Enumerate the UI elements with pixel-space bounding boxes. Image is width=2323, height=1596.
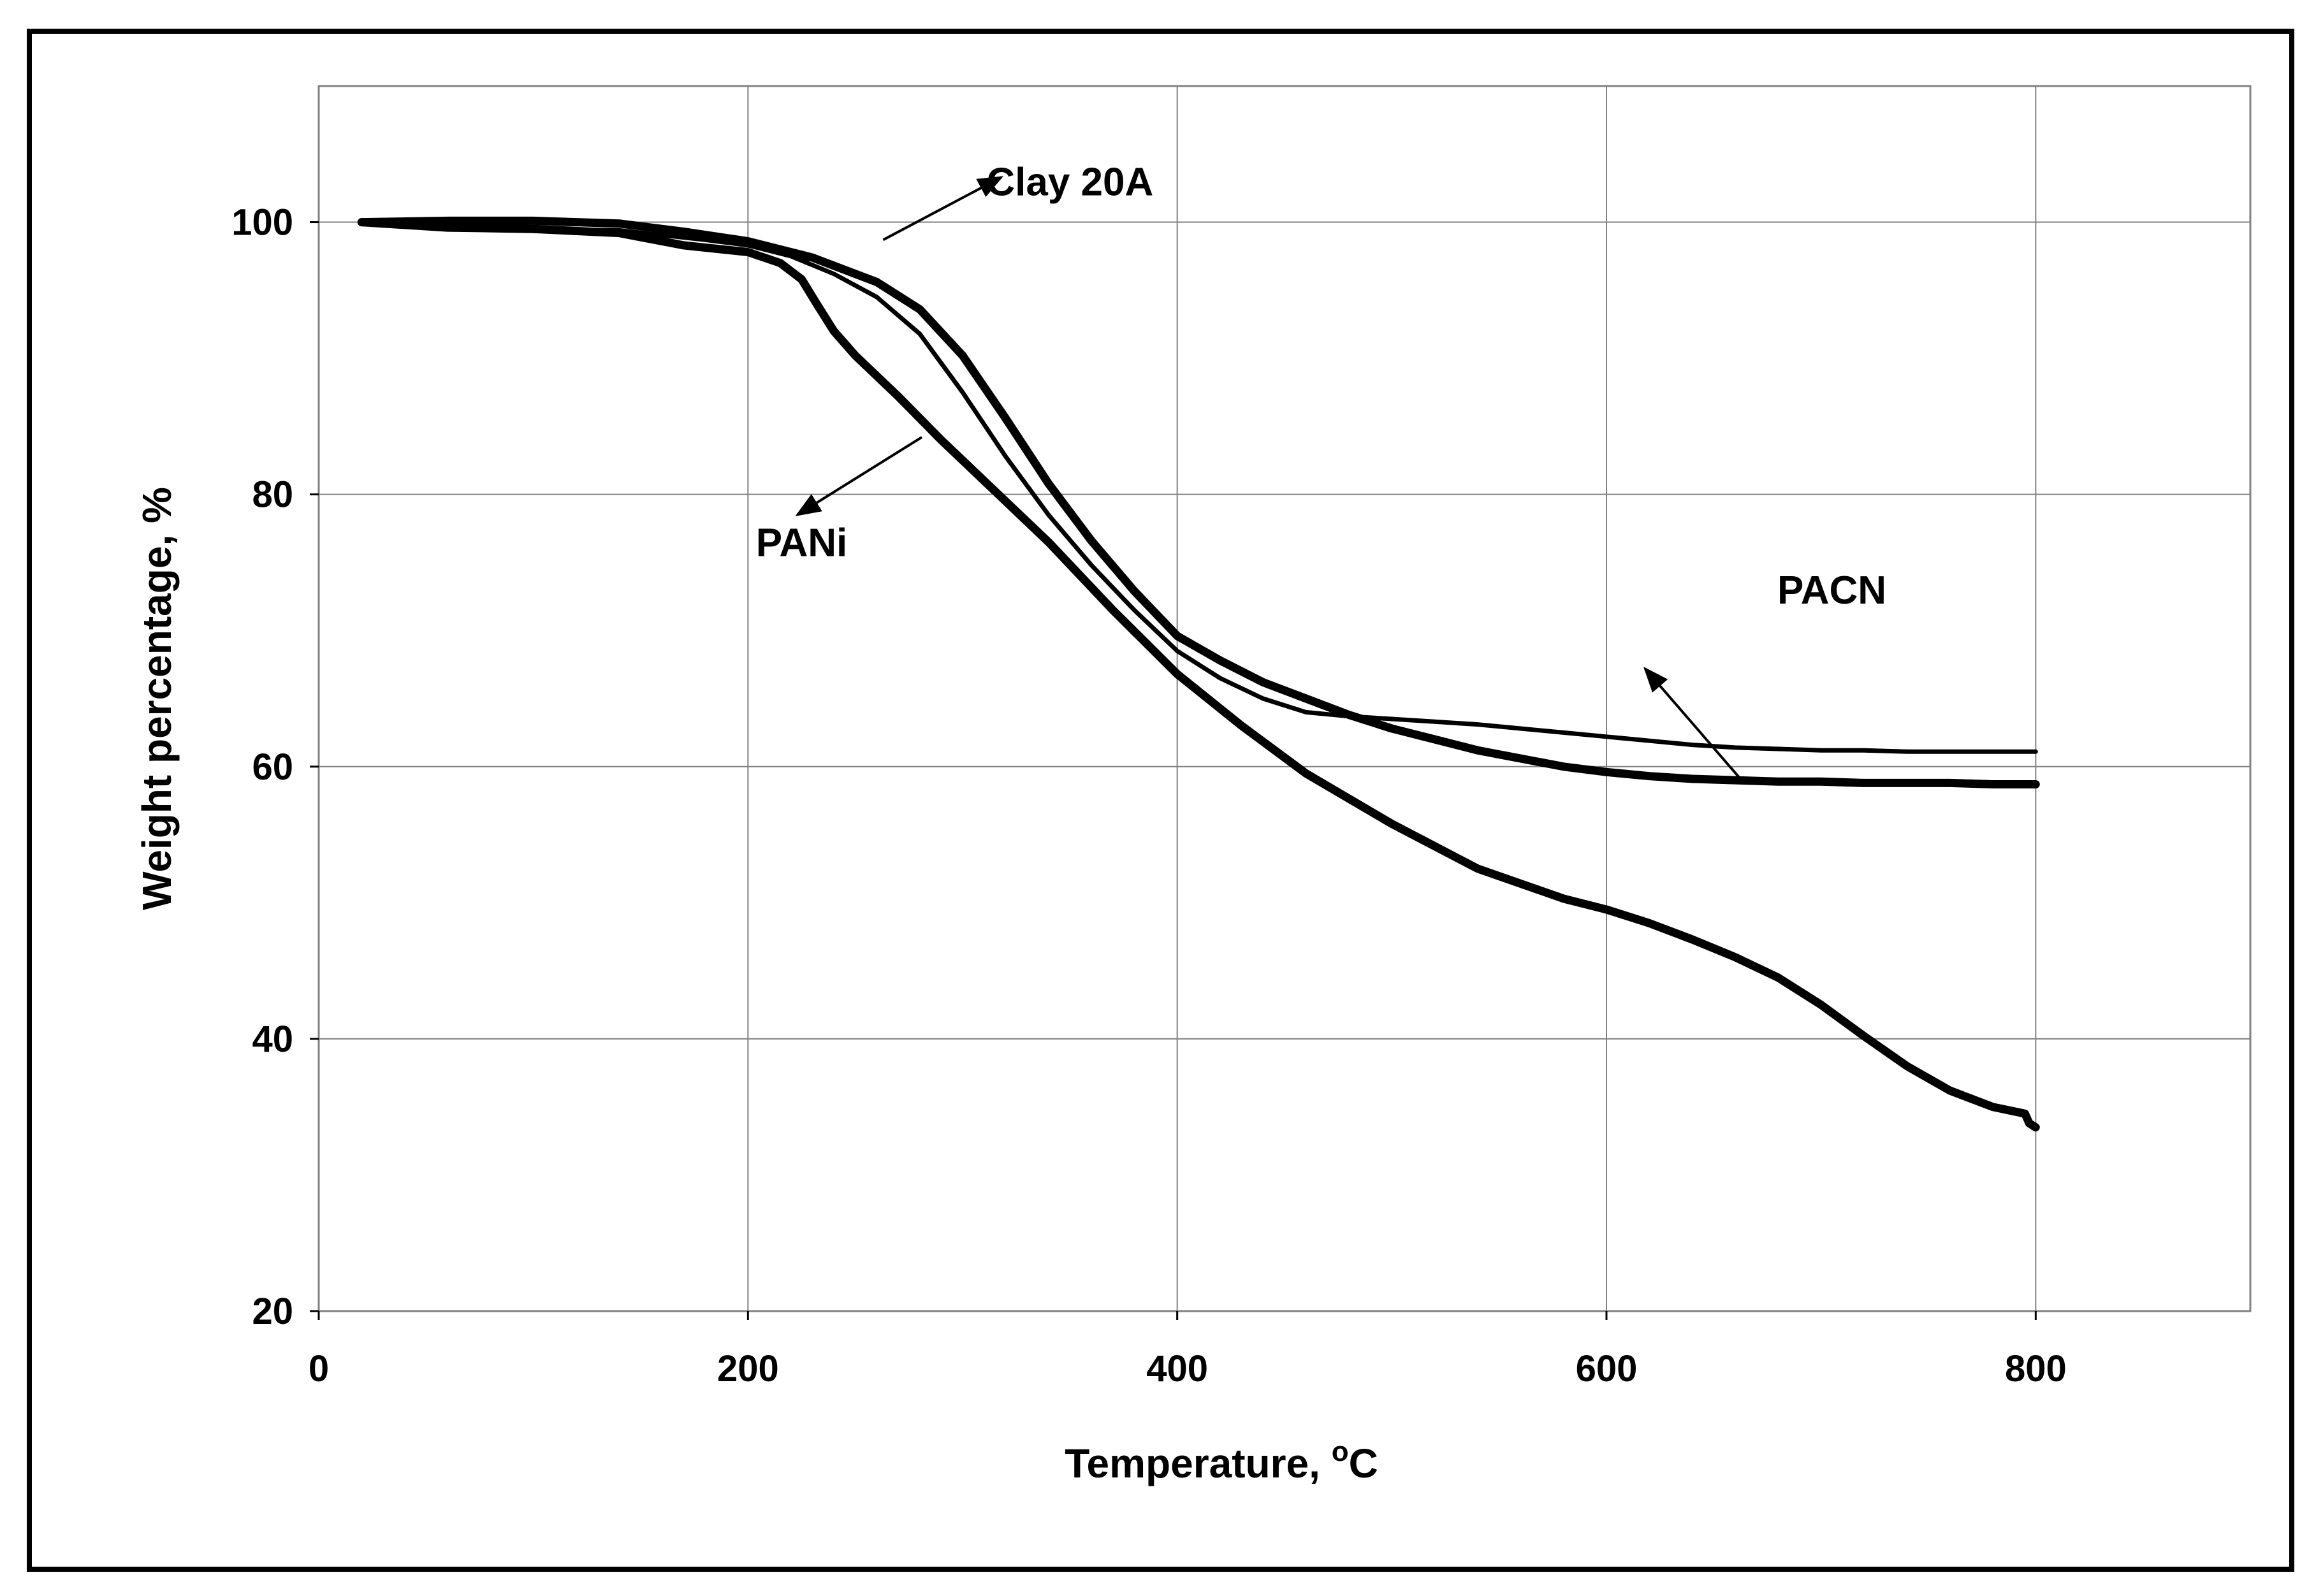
plot-area bbox=[317, 85, 2252, 1312]
x-axis-title: Temperature, oC bbox=[1065, 1436, 1378, 1486]
x-axis-title-unit: C bbox=[1349, 1440, 1378, 1486]
series-line-pacn bbox=[357, 216, 2040, 788]
annotation-label-pacn: PACN bbox=[1777, 569, 1886, 613]
annotation-label-clay-20a: Clay 20A bbox=[986, 160, 1153, 204]
annotations: Clay 20A PANi PACN bbox=[756, 160, 1886, 781]
x-tick-label: 800 bbox=[2005, 1348, 2067, 1389]
x-tick-label: 0 bbox=[309, 1348, 329, 1389]
gridlines bbox=[319, 86, 2250, 1311]
annotation-arrow-pacn bbox=[1643, 666, 1743, 781]
annotation-arrow-pani bbox=[795, 436, 923, 516]
series-lines bbox=[357, 216, 2040, 1132]
y-tick-label: 40 bbox=[252, 1019, 293, 1060]
x-tick-label: 600 bbox=[1576, 1348, 1638, 1389]
x-tick-label: 200 bbox=[717, 1348, 779, 1389]
y-tick-label: 80 bbox=[252, 474, 293, 516]
y-tick-label: 100 bbox=[231, 202, 293, 243]
x-tick-label: 400 bbox=[1146, 1348, 1208, 1389]
annotation-arrow-clay-20a bbox=[882, 176, 1004, 242]
x-axis-title-superscript: o bbox=[1332, 1436, 1349, 1467]
y-tick-label: 60 bbox=[252, 746, 293, 788]
y-tick-label: 20 bbox=[252, 1291, 293, 1332]
series-line-pani bbox=[357, 218, 2040, 1132]
x-axis-title-text: Temperature, bbox=[1065, 1440, 1332, 1486]
annotation-label-pani: PANi bbox=[756, 521, 848, 565]
tick-labels: 0 200 400 600 800 20 40 60 80 100 bbox=[231, 202, 2067, 1389]
y-axis-title: Weight percentage, % bbox=[134, 487, 180, 910]
